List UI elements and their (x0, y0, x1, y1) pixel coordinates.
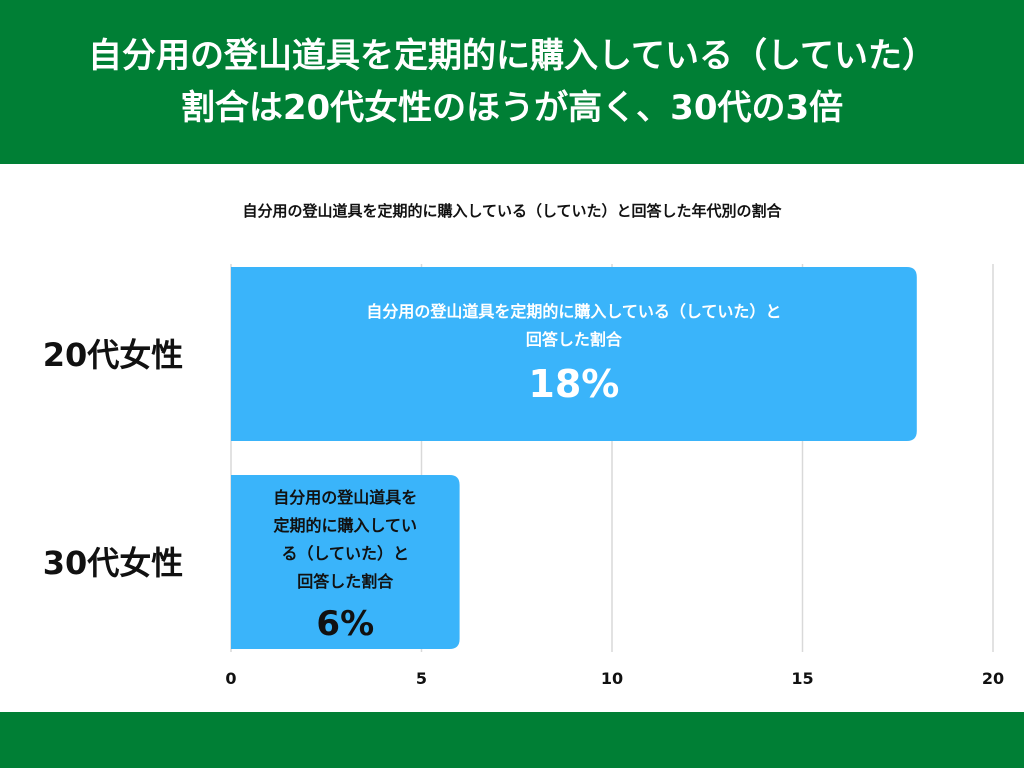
x-tick-label-10: 10 (601, 669, 623, 688)
x-tick-label-0: 0 (225, 669, 236, 688)
category-label-1: 20代女性 (43, 336, 184, 374)
footer-band (0, 712, 1024, 768)
bar-2-caption-line-1: 自分用の登山道具を (273, 488, 417, 507)
x-tick-label-15: 15 (791, 669, 813, 688)
data-label-2: 6% (316, 604, 374, 644)
bar-1-caption-line-2: 回答した割合 (526, 330, 623, 349)
bar-2-caption-line-2: 定期的に購入してい (273, 516, 418, 535)
bar-2 (231, 475, 460, 649)
data-label-1: 18% (528, 362, 619, 406)
x-tick-label-5: 5 (416, 669, 427, 688)
bar-1-caption-line-1: 自分用の登山道具を定期的に購入している（していた）と (366, 302, 781, 321)
chart-title: 自分用の登山道具を定期的に購入している（していた）と回答した年代別の割合 (242, 202, 782, 220)
bar-layer (231, 267, 917, 649)
bar-1 (231, 267, 917, 441)
bar-2-caption-line-4: 回答した割合 (297, 572, 394, 591)
x-tick-label-20: 20 (982, 669, 1004, 688)
label-layer: 0 5 10 15 2020代女性自分用の登山道具を定期的に購入している（していた）と回… (43, 302, 1004, 688)
headline-line-1: 自分用の登山道具を定期的に購入している（していた） (88, 36, 936, 76)
bar-2-caption-line-3: る（していた）と (282, 544, 410, 563)
headline-line-2: 割合は20代女性のほうが高く、30代の3倍 (180, 88, 844, 128)
header-band: 自分用の登山道具を定期的に購入している（していた） 割合は20代女性のほうが高く… (0, 0, 1024, 164)
category-label-2: 30代女性 (43, 544, 184, 582)
